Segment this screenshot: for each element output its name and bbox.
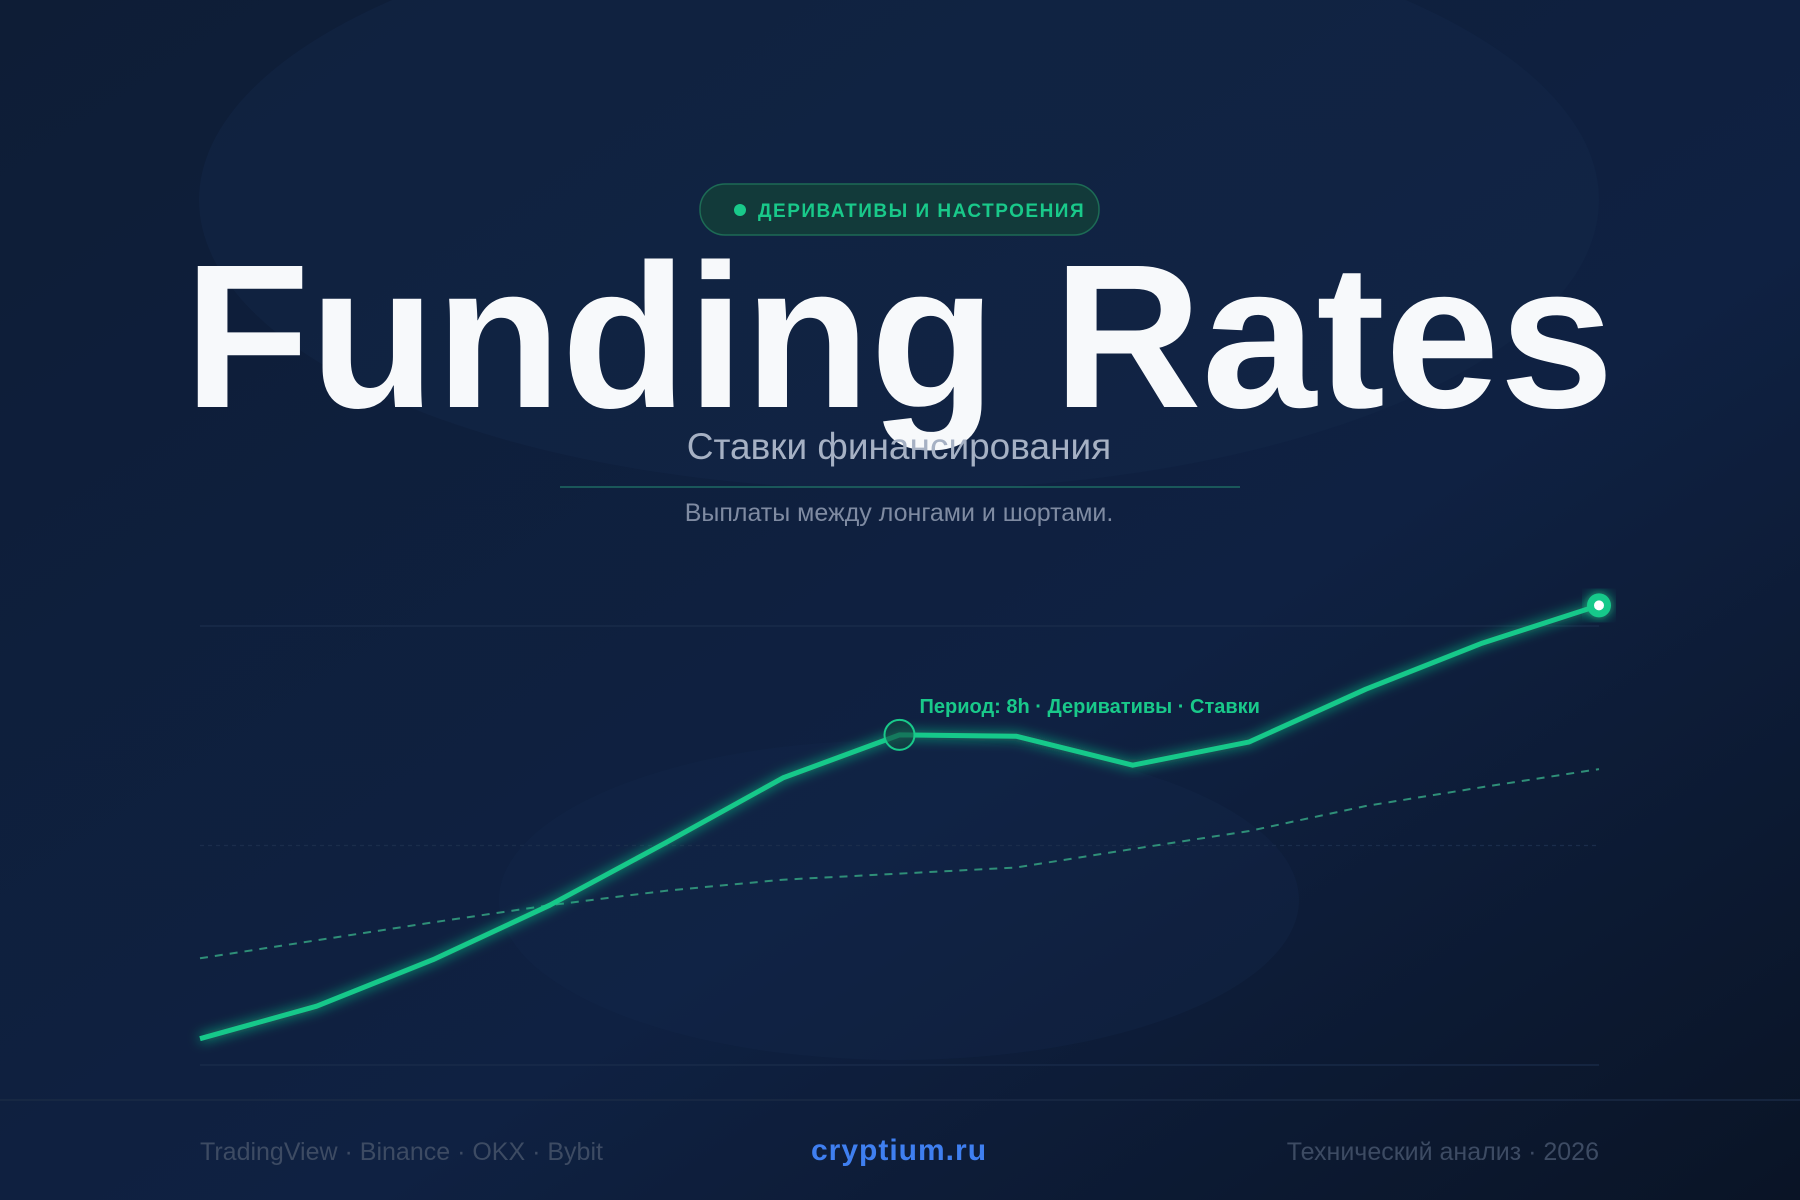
end-point-core [1594, 600, 1604, 611]
footer-sources: TradingView · Binance · OKX · Bybit [200, 1138, 603, 1166]
trend-line [199, 768, 1600, 960]
description: Выплаты между лонгами и шортами. [685, 499, 1114, 527]
badge-text: ДЕРИВАТИВЫ И НАСТРОЕНИЯ [758, 201, 1085, 222]
glow-ellipse [199, 0, 1599, 490]
highlight-point [883, 718, 916, 751]
footer-site: cryptium.ru [811, 1134, 987, 1167]
footer-note: Технический анализ · 2026 [1287, 1138, 1599, 1166]
subtitle: Ставки финансирования [687, 426, 1111, 467]
badge [699, 183, 1100, 236]
title: Funding Rates [184, 222, 1614, 451]
badge-dot [734, 204, 746, 216]
chart: Период: 8h · Деривативы · Ставки [199, 593, 1611, 1066]
glow-ellipse [499, 740, 1299, 1060]
annotation: Период: 8h · Деривативы · Ставки [920, 696, 1260, 718]
